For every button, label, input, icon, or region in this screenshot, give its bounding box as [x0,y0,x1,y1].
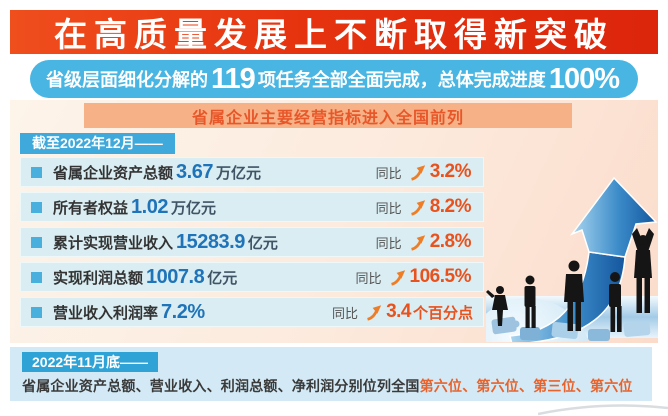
square-bullet-icon [31,306,42,318]
metric-row-profit: 实现利润总额 1007.8 亿元 同比 106.5% [20,262,484,292]
metric-rows: 省属企业资产总额 3.67 万亿元 同比 3.2% 所有者权益 1.02 万亿元… [20,157,484,332]
section-strip-text: 省属企业主要经营指标进入全国前列 [191,109,464,127]
square-bullet-icon [31,236,42,248]
date-label-nov2022: 2022年11月底—— [22,352,158,372]
decorative-swoosh [538,404,668,416]
summary-highlight-119: 119 [211,62,256,95]
metric-row-assets: 省属企业资产总额 3.67 万亿元 同比 3.2% [20,157,484,187]
summary-prefix: 省级层面细化分解的 [46,70,209,90]
metric-value: 3.67 [176,160,213,183]
metric-unit: 万亿元 [170,199,216,217]
yoy-value: 3.4 [386,301,411,322]
metric-value: 1007.8 [146,265,205,288]
ranking-text: 省属企业资产总额、营业收入、利润总额、净利润分别位列全国第六位、第六位、第三位、… [22,376,633,396]
square-bullet-icon [31,166,42,178]
yoy-value: 3.2% [429,161,472,182]
section-strip: 省属企业主要经营指标进入全国前列 [84,103,572,128]
metric-row-revenue: 累计实现营业收入 15283.9 亿元 同比 2.8% [20,227,484,257]
square-bullet-icon [31,271,42,283]
up-arrow-icon [410,199,425,216]
metric-unit: 亿元 [207,269,238,287]
metric-row-margin: 营业收入利润率 7.2% 同比 3.4 个百分点 [20,297,484,327]
summary-middle: 项任务全部全面完成，总体完成进度 [257,70,546,90]
growth-illustration [486,176,658,342]
metric-value: 7.2% [161,300,205,323]
metric-name: 省属企业资产总额 [53,164,174,182]
metric-name: 累计实现营业收入 [53,234,174,252]
growth-arrow-icon [509,176,658,342]
summary-banner: 省级层面细化分解的 119 项任务全部全面完成，总体完成进度 100% [30,60,638,98]
yoy-value: 106.5% [409,266,472,287]
metric-name: 实现利润总额 [53,269,144,287]
metric-unit: 万亿元 [215,164,261,182]
up-arrow-icon [367,304,382,321]
yoy-label: 同比 [355,270,382,286]
ranking-text-main: 省属企业资产总额、营业收入、利润总额、净利润分别位列全国 [22,378,420,394]
metric-name: 所有者权益 [53,199,129,217]
yoy-unit: 个百分点 [412,304,473,322]
yoy-value: 2.8% [429,231,472,252]
metric-name: 营业收入利润率 [53,304,159,322]
up-arrow-icon [410,164,425,181]
people-silhouettes [486,228,654,332]
square-bullet-icon [31,201,42,213]
page-title: 在高质量发展上不断取得新突破 [54,16,614,53]
summary-highlight-100: 100% [548,62,620,95]
yoy-value: 8.2% [429,196,472,217]
date-label-dec2022: 截至2022年12月—— [20,133,175,154]
headline-banner: 在高质量发展上不断取得新突破 [10,10,658,54]
yoy-label: 同比 [332,305,359,321]
ranking-text-highlight: 第六位、第六位、第三位、第六位 [419,378,633,394]
metric-value: 15283.9 [176,230,245,253]
yoy-label: 同比 [375,200,402,216]
metric-row-equity: 所有者权益 1.02 万亿元 同比 8.2% [20,192,484,222]
metric-value: 1.02 [131,195,168,218]
up-arrow-icon [410,234,425,251]
up-arrow-icon [390,269,405,286]
ranking-panel: 2022年11月底—— 省属企业资产总额、营业收入、利润总额、净利润分别位列全国… [10,347,652,401]
yoy-label: 同比 [375,235,402,251]
yoy-label: 同比 [375,165,402,181]
metric-unit: 亿元 [247,234,278,252]
